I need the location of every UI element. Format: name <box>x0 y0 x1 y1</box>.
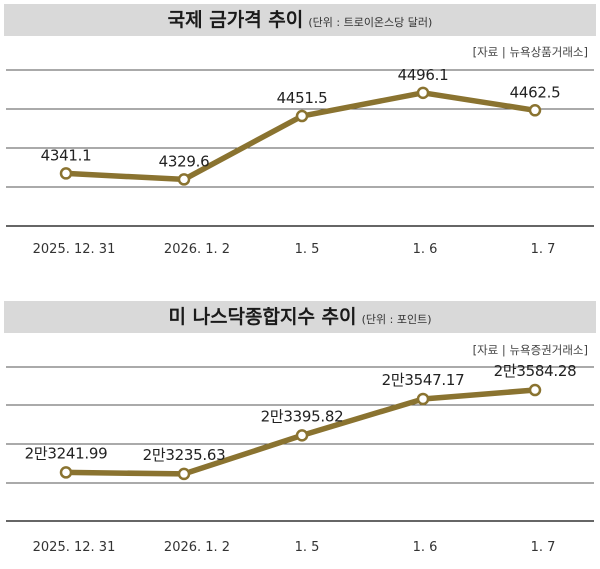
x-tick-label: 2025. 12. 31 <box>33 540 116 555</box>
x-tick-label: 2026. 1. 2 <box>164 540 230 555</box>
data-point <box>416 392 430 406</box>
data-label: 4329.6 <box>159 152 210 170</box>
x-tick-label: 2026. 1. 2 <box>164 242 230 257</box>
x-tick-label: 1. 5 <box>295 242 320 257</box>
chart-source: [자료 | 뉴욕상품거래소] <box>472 45 588 59</box>
x-tick-label: 2025. 12. 31 <box>33 242 116 257</box>
chart-title: 국제 금가격 추이 <box>167 9 304 31</box>
data-label: 4496.1 <box>398 66 449 84</box>
data-point <box>528 383 542 397</box>
x-tick-label: 1. 7 <box>531 242 556 257</box>
chart-title-bar: 국제 금가격 추이 (단위 : 트로이온스당 달러) <box>4 4 596 36</box>
x-tick-label: 1. 7 <box>531 540 556 555</box>
data-point <box>59 167 73 180</box>
x-tick-label: 1. 6 <box>413 540 438 555</box>
chart-unit: (단위 : 트로이온스당 달러) <box>308 16 433 29</box>
data-label: 4451.5 <box>277 89 328 107</box>
data-label: 2만3547.17 <box>382 371 465 389</box>
chart-unit: (단위 : 포인트) <box>361 313 432 326</box>
chart-title: 미 나스닥종합지수 추이 <box>168 306 357 328</box>
data-point <box>177 173 191 186</box>
data-point <box>416 86 430 100</box>
data-label: 2만3395.82 <box>261 407 344 425</box>
chart-source: [자료 | 뉴욕증권거래소] <box>472 343 588 357</box>
chart-title-bar: 미 나스닥종합지수 추이 (단위 : 포인트) <box>4 301 596 333</box>
data-point <box>295 429 309 442</box>
x-tick-label: 1. 5 <box>295 540 320 555</box>
data-label: 4462.5 <box>510 83 561 101</box>
data-point <box>528 104 542 117</box>
data-label: 2만3584.28 <box>494 362 577 380</box>
data-label: 2만3241.99 <box>25 444 108 462</box>
x-tick-label: 1. 6 <box>413 242 438 257</box>
data-label: 2만3235.63 <box>143 446 226 464</box>
data-label: 4341.1 <box>41 146 92 164</box>
gold-price-chart: 4341.1 4329.6 4451.5 4496.1 4462.5 2025. 12. … <box>6 66 594 257</box>
data-point <box>295 109 309 123</box>
data-point <box>177 467 191 481</box>
data-point <box>59 466 73 479</box>
